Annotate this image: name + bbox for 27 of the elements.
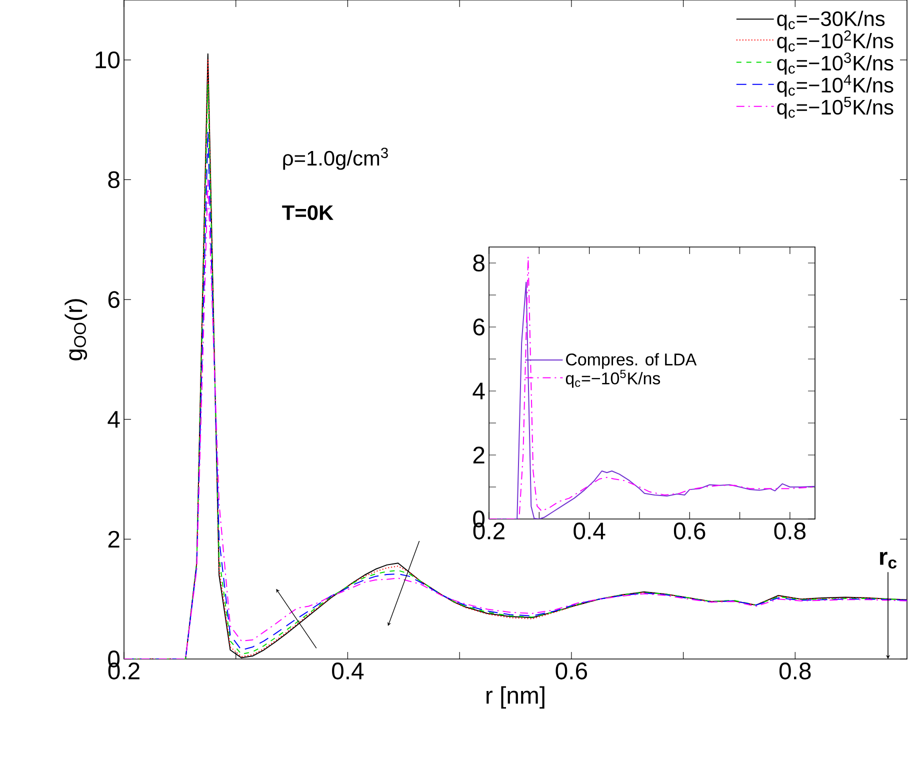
y-tick-label: 4 — [108, 411, 120, 428]
x-tick-label: 0.4 — [332, 662, 364, 680]
legend-label: q$_{c}$=−10$^{5}$K/ns — [566, 370, 660, 388]
annotation: ρ=1.0g/cm$^{3}$ — [283, 148, 388, 170]
legend-label: q$_{c}$=−10$^{5}$K/ns — [777, 96, 894, 119]
x-tick-label: 0.4 — [574, 522, 606, 540]
y-tick-label: 2 — [473, 446, 484, 464]
x-tick-label: 0.8 — [779, 662, 811, 680]
y-tick-label: 2 — [108, 530, 120, 548]
y-tick-label: 6 — [473, 318, 484, 336]
annotation: r$_{c}$ — [880, 552, 897, 569]
legend-label: q$_{c}$=−30K/ns — [777, 10, 885, 30]
annotation: T=0K — [282, 205, 334, 220]
y-tick-label: 8 — [473, 254, 484, 272]
x-axis-title: r [nm] — [486, 686, 544, 709]
y-tick-label: 6 — [108, 291, 120, 308]
x-tick-label: 0.6 — [556, 662, 588, 680]
legend-label: Compres. of LDA — [566, 353, 697, 369]
legend-label: q$_{c}$=−10$^{4}$K/ns — [777, 74, 894, 97]
x-tick-label: 0.8 — [774, 522, 806, 540]
y-tick-label: 10 — [96, 51, 120, 68]
y-axis-title: g$_{OO}$(r) — [64, 299, 88, 360]
y-tick-label: 8 — [108, 171, 120, 188]
legend-label: q$_{c}$=−10$^{3}$K/ns — [777, 52, 894, 75]
legend-label: q$_{c}$=−10$^{2}$K/ns — [777, 30, 894, 52]
y-tick-label: 4 — [472, 382, 485, 400]
x-tick-label: 0.6 — [674, 522, 706, 540]
